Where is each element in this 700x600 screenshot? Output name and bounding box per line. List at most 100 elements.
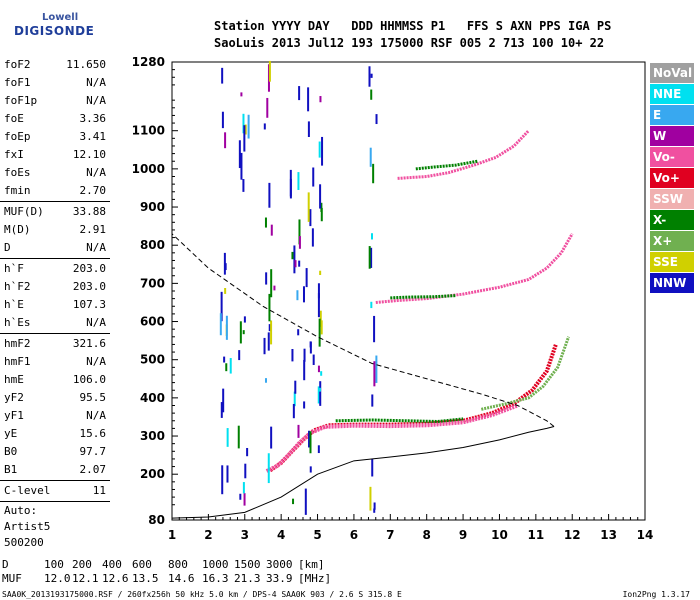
param-row: D N/A xyxy=(0,239,110,257)
param-row: fxI 12.10 xyxy=(0,146,110,164)
echo-streak xyxy=(373,361,376,387)
param-row: hmF2 321.6 xyxy=(0,335,110,353)
param-row: M(D) 2.91 xyxy=(0,221,110,239)
echo-streak xyxy=(311,228,314,247)
footer-cell: 100 xyxy=(44,558,64,571)
param-divider xyxy=(0,480,110,481)
echo-streak xyxy=(270,224,273,236)
echo-trace xyxy=(265,403,519,473)
x-tick-label: 10 xyxy=(491,528,508,542)
echo-trace xyxy=(480,336,571,411)
version-label: Ion2Png 1.3.17 xyxy=(622,590,690,599)
echo-streak xyxy=(226,465,229,483)
echo-streak xyxy=(373,502,376,510)
echo-streak xyxy=(242,113,245,134)
x-tick-label: 12 xyxy=(564,528,581,542)
y-tick-label: 700 xyxy=(140,276,165,290)
echo-streak xyxy=(319,310,322,327)
param-row: hmF1 N/A xyxy=(0,353,110,371)
echo-streak xyxy=(298,219,301,245)
param-label: hmF1 xyxy=(4,355,31,368)
echo-streak xyxy=(238,350,241,361)
y-tick-label: 800 xyxy=(140,238,165,252)
param-row: h`F 203.0 xyxy=(0,260,110,278)
param-label: yE xyxy=(4,427,18,440)
x-tick-label: 13 xyxy=(600,528,617,542)
legend-item: NoVal xyxy=(650,63,694,83)
param-value: 11.650 xyxy=(66,58,106,71)
echo-streak xyxy=(240,92,243,97)
footer-cell: 13.5 xyxy=(132,572,159,585)
echo-streak xyxy=(237,425,240,449)
distance-muf-table: D 100 200 400 600 800 1000 1500 3000 [km] MUF 12.0 1… xyxy=(2,558,362,586)
param-value: 33.88 xyxy=(72,205,106,218)
header-labels: Station YYYY DAY DDD HHMMSS P1 FFS S AXN… xyxy=(214,19,612,33)
footer-cell: 12.0 xyxy=(44,572,71,585)
legend-item: SSW xyxy=(650,189,694,209)
footer-cell: 16.3 xyxy=(202,572,229,585)
param-value: N/A xyxy=(86,316,106,329)
echo-streak xyxy=(219,313,222,336)
header-values: SaoLuis 2013 Jul12 193 175000 RSF 005 2 … xyxy=(214,36,605,50)
legend-item: NNE xyxy=(650,84,694,104)
param-label: h`F2 xyxy=(4,280,31,293)
footer-cell: 600 xyxy=(132,558,152,571)
echo-streak xyxy=(263,337,266,355)
echo-streak xyxy=(268,293,271,322)
echo-streak xyxy=(307,87,310,112)
param-label: B0 xyxy=(4,445,18,458)
echo-streak xyxy=(240,152,243,180)
param-value: N/A xyxy=(86,241,106,254)
footer-row-label: MUF xyxy=(2,572,22,585)
param-row: yE 15.6 xyxy=(0,425,110,443)
echo-streak xyxy=(375,355,378,383)
y-tick-label: 200 xyxy=(140,467,165,481)
scaled-parameters-panel: foF2 11.650 foF1 N/A foF1p N/A foE 3.36 foEp 3.41… xyxy=(0,56,110,551)
echo-streak xyxy=(320,202,323,212)
echo-streak xyxy=(264,378,267,383)
y-tick-label: 300 xyxy=(140,429,165,443)
param-label: foF1 xyxy=(4,76,31,89)
legend-item: SSE xyxy=(650,252,694,272)
footer-cell: 800 xyxy=(168,558,188,571)
param-row: yF2 95.5 xyxy=(0,389,110,407)
param-row: MUF(D) 33.88 xyxy=(0,203,110,221)
param-value: 3.36 xyxy=(79,112,107,125)
param-label: hmE xyxy=(4,373,24,386)
footer-cell: 21.3 xyxy=(234,572,261,585)
footer-cell: 1500 xyxy=(234,558,261,571)
echo-streak xyxy=(309,431,312,454)
param-label: C-level xyxy=(4,484,51,497)
param-row: foF2 11.650 xyxy=(0,56,110,74)
echo-streak xyxy=(318,141,321,158)
param-label: h`Es xyxy=(4,316,31,329)
echo-streak xyxy=(243,125,246,152)
echo-streak xyxy=(267,332,270,351)
echo-streak xyxy=(307,192,310,222)
echo-streak xyxy=(375,114,378,125)
echo-streak xyxy=(370,301,373,309)
param-label: fxI xyxy=(4,148,24,161)
param-value: 12.10 xyxy=(72,148,106,161)
echo-streak xyxy=(226,428,229,447)
legend-item: W xyxy=(650,126,694,146)
echo-streak xyxy=(305,268,308,288)
param-label: M(D) xyxy=(4,223,31,236)
echo-streak xyxy=(298,236,301,249)
y-tick-label: 400 xyxy=(140,391,165,405)
param-divider xyxy=(0,501,110,502)
param-value: 15.6 xyxy=(79,427,107,440)
footer-cell: 3000 xyxy=(266,558,293,571)
echo-streak xyxy=(371,394,374,407)
echo-trace xyxy=(415,159,478,171)
y-tick-label: 1100 xyxy=(132,124,165,138)
footer-row-label: D xyxy=(2,558,9,571)
echo-streak xyxy=(372,163,375,184)
echo-streak xyxy=(369,147,372,167)
echo-streak xyxy=(292,498,295,505)
echo-streak xyxy=(317,293,320,318)
echo-streak xyxy=(225,363,228,372)
echo-streak xyxy=(266,97,269,118)
echo-streak xyxy=(268,60,271,82)
legend-item: E xyxy=(650,105,694,125)
